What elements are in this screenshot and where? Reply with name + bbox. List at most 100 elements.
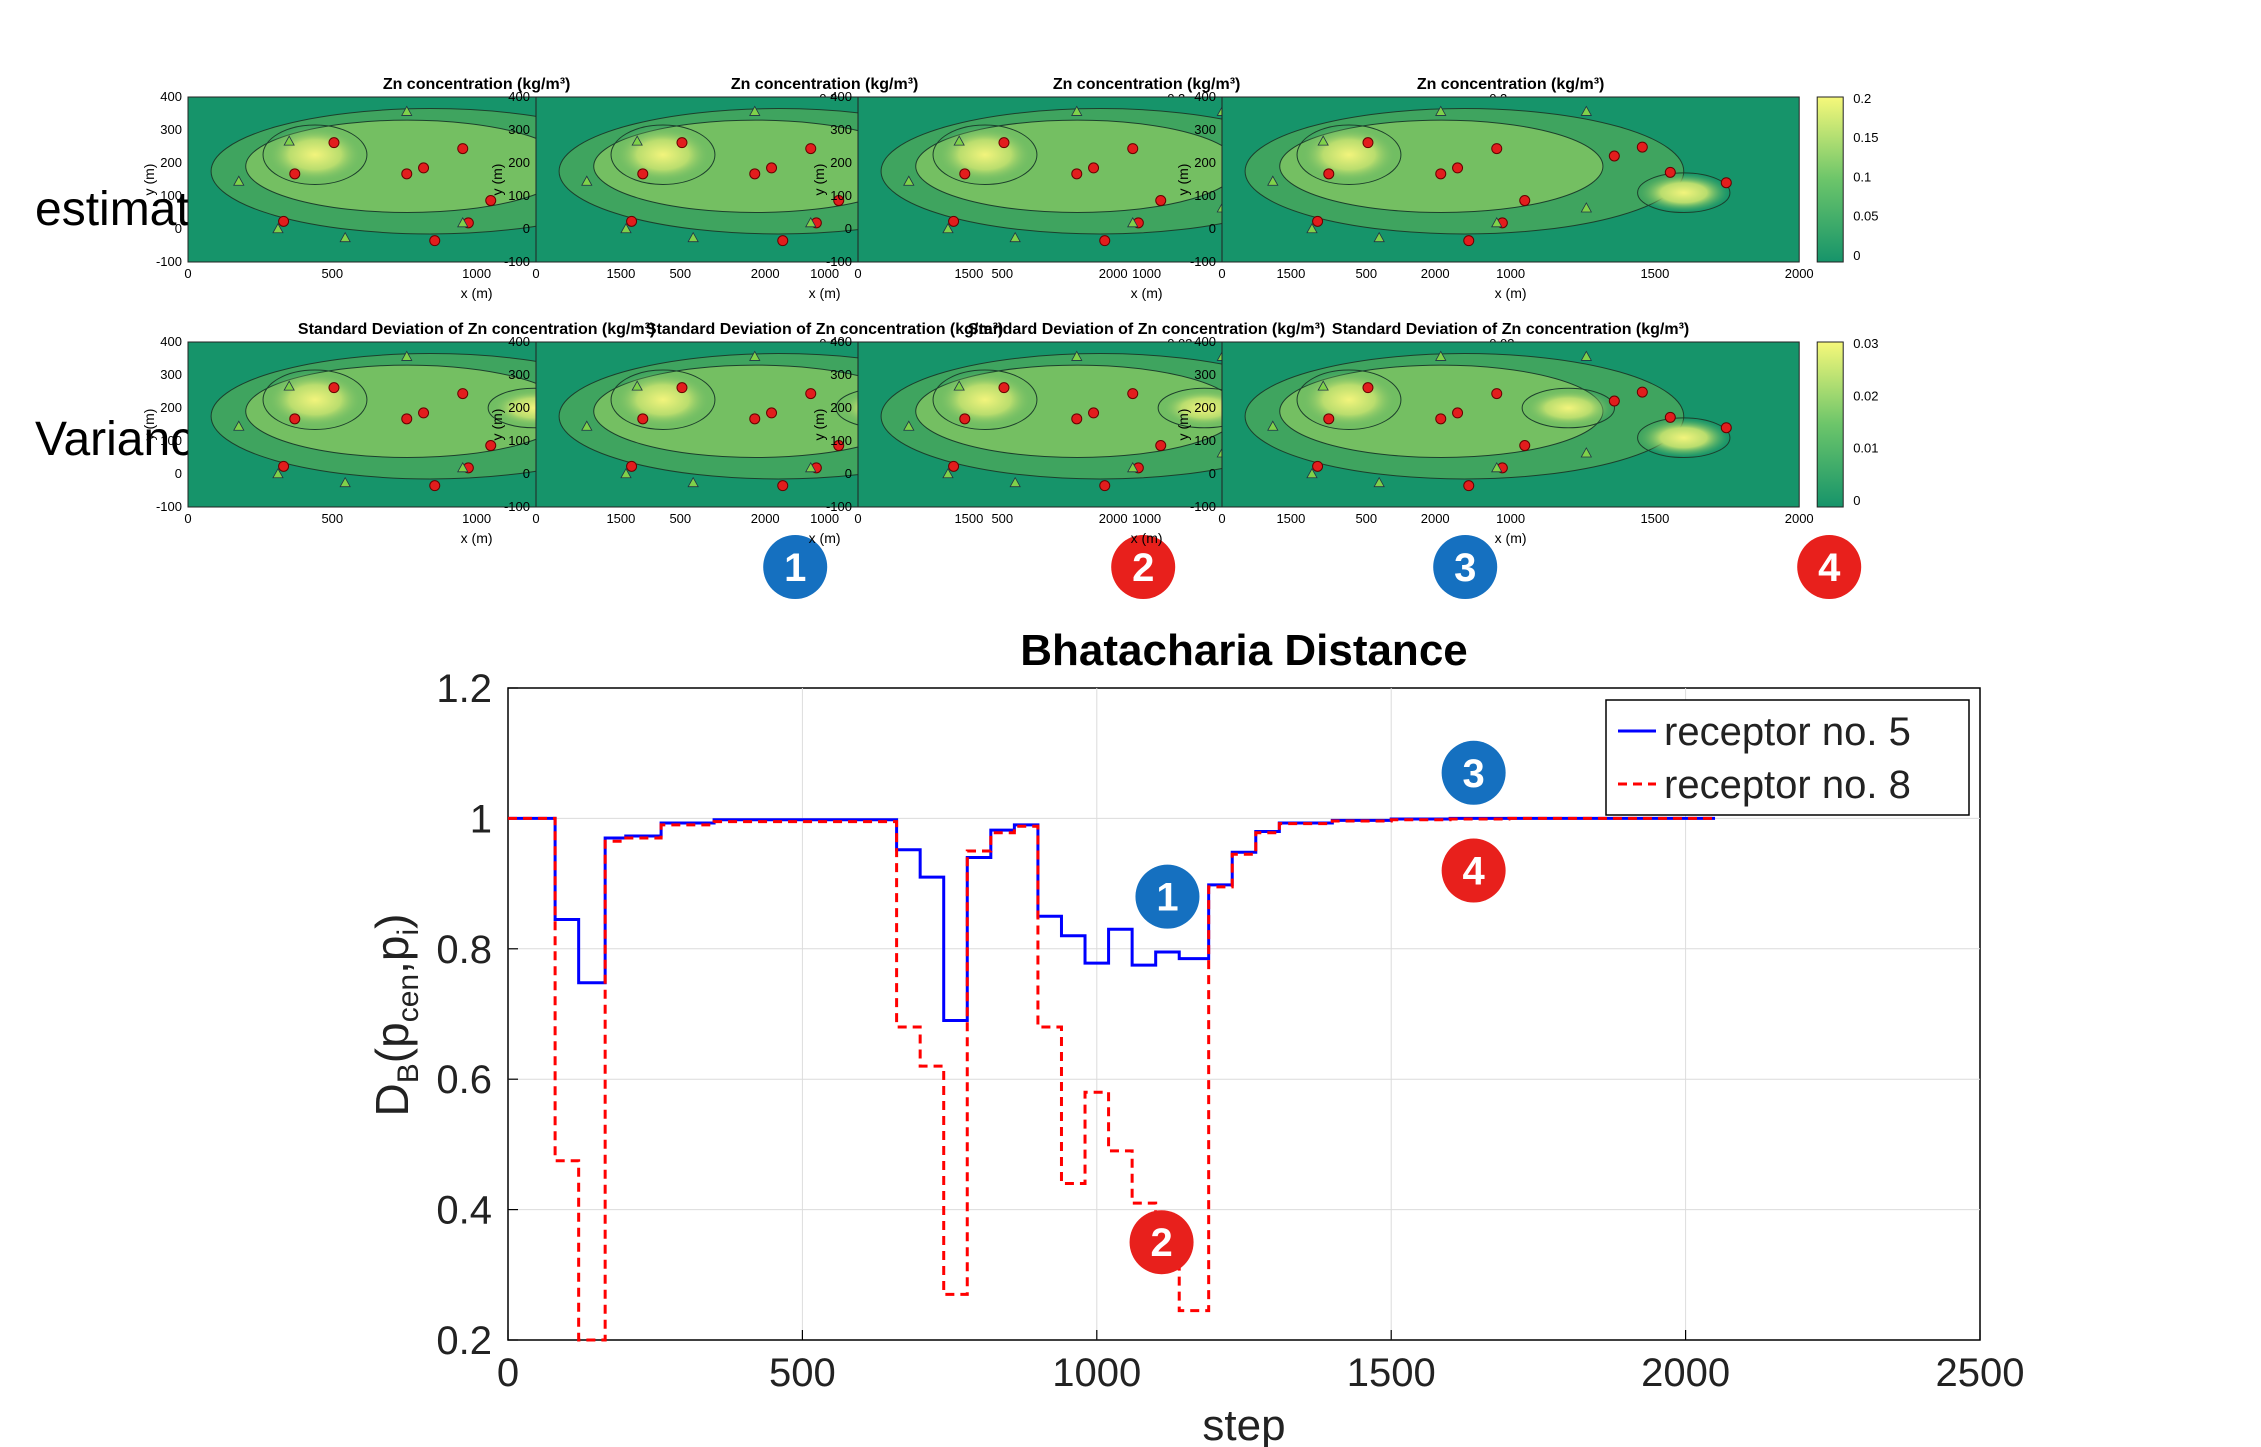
panel-y-tick: 300	[160, 367, 182, 382]
sensor-marker	[1155, 195, 1167, 207]
sensor-marker	[429, 480, 441, 492]
contour-peak	[1296, 369, 1402, 430]
colorbar-tick: 0.01	[1853, 441, 1878, 456]
contour-peak	[610, 369, 716, 430]
sensor-marker	[1323, 413, 1335, 425]
panel-y-label: y (m)	[141, 409, 157, 441]
panel-badge-label: 2	[1132, 546, 1154, 590]
sensor-marker	[1664, 166, 1676, 178]
sensor-marker	[1435, 413, 1447, 425]
panel-title: Standard Deviation of Zn concentration (…	[968, 321, 1325, 338]
receptor-marker	[1306, 467, 1318, 479]
receptor-marker	[457, 462, 469, 473]
colorbar-tick: 0	[1853, 493, 1860, 508]
receptor-marker	[1435, 105, 1447, 116]
sensor-marker	[777, 480, 789, 492]
panel-y-tick: 200	[830, 400, 852, 415]
sensor-marker	[1664, 411, 1676, 423]
panel-x-tick: 2000	[751, 511, 780, 526]
receptor-marker	[1317, 135, 1329, 146]
sensor-marker	[998, 382, 1010, 394]
panel-y-tick: 200	[508, 400, 530, 415]
receptor-marker	[620, 467, 632, 479]
receptor-marker	[1435, 350, 1447, 361]
panel-y-tick: 200	[160, 155, 182, 170]
receptor-marker	[1009, 231, 1021, 243]
sensor-marker	[457, 143, 469, 155]
chart-badge-label: 1	[1156, 876, 1178, 920]
receptor-marker	[401, 105, 413, 116]
panel-y-tick: 300	[160, 122, 182, 137]
y-tick-label: 0.8	[436, 928, 492, 972]
receptor-marker	[1127, 217, 1139, 228]
contour-peak	[262, 369, 368, 430]
panel-x-label: x (m)	[1131, 285, 1163, 301]
panel-y-tick: -100	[826, 254, 852, 269]
panel-y-label: y (m)	[489, 164, 505, 196]
panel-y-label: y (m)	[141, 164, 157, 196]
panel-y-label: y (m)	[489, 409, 505, 441]
sensor-marker	[401, 168, 413, 180]
receptor-marker	[687, 476, 699, 488]
colorbar-tick: 0.05	[1853, 209, 1878, 224]
panel-y-tick: -100	[504, 254, 530, 269]
receptor-marker	[620, 222, 632, 234]
sensor-marker	[1636, 386, 1648, 398]
panel-x-tick: 2000	[1785, 266, 1814, 281]
sensor-marker	[749, 168, 761, 180]
sensor-marker	[1463, 480, 1475, 492]
legend-label-receptor-5: receptor no. 5	[1664, 710, 1911, 754]
panel-x-tick: 1000	[810, 266, 839, 281]
panel-y-label: y (m)	[1175, 164, 1191, 196]
contour-peak	[1296, 124, 1402, 185]
panel-y-tick: 0	[175, 466, 182, 481]
receptor-marker	[283, 135, 295, 146]
panel-y-tick: 0	[845, 221, 852, 236]
sensor-marker	[637, 168, 649, 180]
sensor-marker	[1362, 382, 1374, 394]
sensor-marker	[833, 195, 845, 207]
panel-y-tick: 300	[830, 122, 852, 137]
panel-x-tick: 1500	[1640, 511, 1669, 526]
panel-x-tick: 0	[184, 266, 191, 281]
sensor-marker	[429, 235, 441, 247]
sensor-marker	[959, 413, 971, 425]
panel-x-label: x (m)	[1495, 285, 1527, 301]
panel-y-tick: 300	[508, 122, 530, 137]
receptor-marker	[457, 217, 469, 228]
panel-y-tick: 0	[175, 221, 182, 236]
x-tick-label: 2500	[1936, 1351, 2025, 1395]
panel-x-tick: 2000	[1421, 511, 1450, 526]
receptor-marker	[1373, 476, 1385, 488]
x-tick-label: 2000	[1641, 1351, 1730, 1395]
sensor-marker	[676, 137, 688, 149]
receptor-marker	[581, 175, 593, 186]
sensor-marker	[1720, 177, 1732, 189]
panel-x-tick: 500	[669, 266, 691, 281]
sensor-marker	[289, 413, 301, 425]
panel-badge-label: 3	[1454, 546, 1476, 590]
receptor-marker	[942, 467, 954, 479]
contour-peak	[262, 124, 368, 185]
panel-y-tick: 100	[830, 188, 852, 203]
chart-badge-label: 4	[1463, 850, 1486, 894]
legend-box	[1605, 699, 1970, 816]
colorbar-tick: 0.03	[1853, 336, 1878, 351]
panel-x-tick: 2000	[1099, 266, 1128, 281]
sensor-marker	[1491, 143, 1503, 155]
panel-x-tick: 0	[532, 511, 539, 526]
panel-y-tick: 400	[160, 89, 182, 104]
panel-x-tick: 1000	[810, 511, 839, 526]
y-tick-label: 0.2	[436, 1319, 492, 1363]
panel-title: Zn concentration (kg/m³)	[731, 76, 919, 93]
panel-y-tick: 200	[1194, 155, 1216, 170]
sensor-marker	[1463, 235, 1475, 247]
contour-peak	[1521, 387, 1615, 429]
chart-badge-label: 2	[1150, 1221, 1172, 1265]
panel-y-tick: 100	[1194, 188, 1216, 203]
sensor-marker	[766, 162, 778, 174]
chart-badge	[1129, 1210, 1194, 1275]
chart-legend: receptor no. 5 receptor no. 8	[1605, 699, 1970, 816]
panel-y-tick: 300	[508, 367, 530, 382]
sensor-marker	[959, 168, 971, 180]
